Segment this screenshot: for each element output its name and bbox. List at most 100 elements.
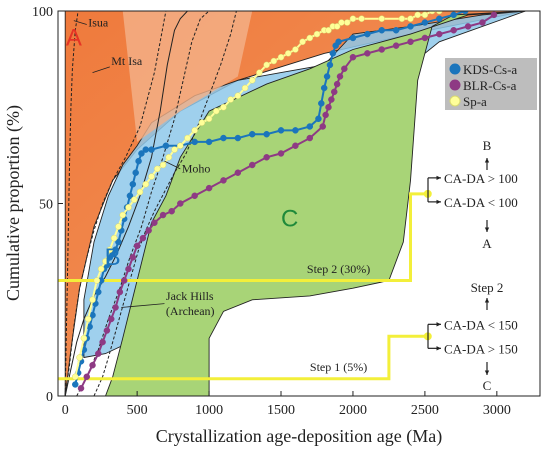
lower-tree-arrow-down-head xyxy=(484,370,490,375)
lower-tree-arrow-up-head xyxy=(484,298,490,303)
point-sp-a xyxy=(227,96,234,103)
point-blr-cs-a xyxy=(89,361,96,369)
point-sp-a xyxy=(106,246,114,253)
field-a-inner-band xyxy=(122,11,253,142)
annotation-moho: Moho xyxy=(182,162,211,176)
y-tick-label: 100 xyxy=(32,5,53,20)
point-sp-a xyxy=(292,46,299,53)
step-line-step-1 xyxy=(58,334,428,381)
point-kds-cs-a xyxy=(323,73,331,80)
point-blr-cs-a xyxy=(168,207,175,215)
point-sp-a xyxy=(378,15,385,22)
point-kds-cs-a xyxy=(315,115,322,123)
point-sp-a xyxy=(234,92,242,99)
x-tick-label: 2000 xyxy=(339,403,367,418)
point-kds-cs-a xyxy=(132,169,139,176)
point-blr-cs-a xyxy=(331,88,338,96)
point-sp-a xyxy=(349,15,357,22)
upper-tree-lt-label: CA-DA < 100 xyxy=(444,195,518,210)
point-sp-a xyxy=(358,15,365,22)
upper-tree-arrow-lt-head xyxy=(436,199,441,205)
step-line-step-2 xyxy=(58,192,428,282)
point-sp-a xyxy=(84,315,92,323)
point-blr-cs-a xyxy=(95,350,102,357)
point-sp-a xyxy=(159,161,167,169)
point-sp-a xyxy=(313,30,321,38)
point-kds-cs-a xyxy=(138,150,145,157)
decision-tree: CA-DA > 100 CA-DA < 100 B A CA-DA < 150 CA-DA… xyxy=(427,138,518,393)
point-sp-a xyxy=(76,354,83,361)
point-sp-a xyxy=(171,146,178,153)
point-sp-a xyxy=(125,204,132,211)
point-sp-a xyxy=(277,53,285,61)
lower-tree-lt-label: CA-DA < 150 xyxy=(444,317,518,332)
point-kds-cs-a xyxy=(292,127,299,134)
point-sp-a xyxy=(115,223,122,230)
point-blr-cs-a xyxy=(145,227,152,234)
point-sp-a xyxy=(119,211,126,219)
point-blr-cs-a xyxy=(234,169,242,176)
point-sp-a xyxy=(256,69,263,76)
point-kds-cs-a xyxy=(129,181,137,188)
axes-layer: 0 500 1000 1500 2000 2500 3000 0 50 100 xyxy=(32,5,511,418)
point-blr-cs-a xyxy=(364,50,371,57)
point-sp-a xyxy=(93,277,101,284)
annotation-isua: Isua xyxy=(88,15,109,29)
x-axis-title: Crystallization age-deposition age (Ma) xyxy=(156,426,442,447)
lower-tree-arrow-lt-head xyxy=(436,322,441,327)
point-sp-a xyxy=(89,296,96,303)
point-kds-cs-a xyxy=(142,146,150,153)
reference-curve-isua xyxy=(64,11,79,396)
point-blr-cs-a xyxy=(99,338,106,346)
point-sp-a xyxy=(131,196,138,203)
point-blr-cs-a xyxy=(490,11,498,19)
point-kds-cs-a xyxy=(326,61,334,69)
point-sp-a xyxy=(213,107,220,115)
point-sp-a xyxy=(97,265,105,273)
point-sp-a xyxy=(436,11,443,15)
annotation-step-1-5: Step 1 (5%) xyxy=(310,360,367,374)
legend-label: KDS-Cs-a xyxy=(463,62,517,77)
point-sp-a xyxy=(110,234,118,242)
reference-curve-moho xyxy=(76,11,210,396)
point-sp-a xyxy=(299,38,306,46)
annotation-jack-hills: Jack Hills xyxy=(166,289,214,303)
point-sp-a xyxy=(306,34,314,42)
point-sp-a xyxy=(198,119,206,126)
legend-label: Sp-a xyxy=(463,94,487,109)
y-tick-label: 50 xyxy=(39,198,53,213)
point-sp-a xyxy=(220,104,227,111)
point-sp-a xyxy=(205,115,213,123)
x-tick-label: 0 xyxy=(62,403,69,418)
point-blr-cs-a xyxy=(306,134,314,142)
point-kds-cs-a xyxy=(162,142,170,149)
point-blr-cs-a xyxy=(407,38,414,46)
point-kds-cs-a xyxy=(135,157,142,165)
field-label-a: A xyxy=(66,25,82,52)
point-sp-a xyxy=(148,173,155,180)
point-blr-cs-a xyxy=(378,46,385,53)
point-kds-cs-a xyxy=(450,11,457,19)
point-kds-cs-a xyxy=(277,127,285,134)
point-kds-cs-a xyxy=(148,146,155,153)
x-tick-label: 1000 xyxy=(195,403,223,418)
point-blr-cs-a xyxy=(120,277,128,284)
point-kds-cs-a xyxy=(364,30,371,38)
isua-leader-line xyxy=(73,20,87,25)
mt-isa-leader-line xyxy=(92,66,110,73)
point-kds-cs-a xyxy=(95,288,102,296)
reference-curve-mt-isa-solid xyxy=(64,11,188,396)
field-label-b: B xyxy=(105,244,121,271)
point-kds-cs-a xyxy=(234,134,242,142)
point-blr-cs-a xyxy=(248,161,256,169)
point-blr-cs-a xyxy=(319,123,326,130)
reference-curve-mt-isa xyxy=(64,11,167,396)
point-blr-cs-a xyxy=(392,42,400,49)
annotation-step-2-30: Step 2 (30%) xyxy=(307,262,370,276)
point-blr-cs-a xyxy=(103,327,111,334)
legend-marker xyxy=(449,95,461,107)
point-blr-cs-a xyxy=(116,288,124,296)
reference-curve-jack-hills-archean- xyxy=(93,11,237,396)
point-blr-cs-a xyxy=(349,53,357,61)
